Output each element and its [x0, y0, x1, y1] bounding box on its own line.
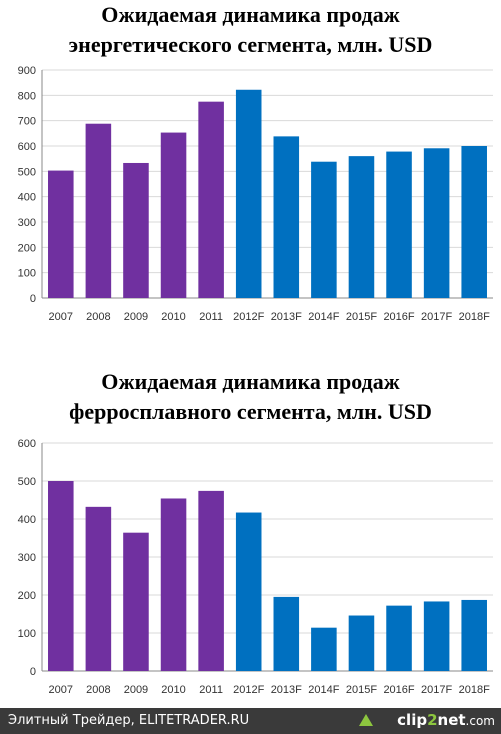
bar — [160, 498, 187, 671]
bar — [386, 151, 412, 298]
bar — [423, 148, 450, 298]
x-tick-label: 2008 — [86, 684, 110, 696]
x-tick-label: 2017F — [421, 311, 452, 323]
y-tick-label: 100 — [18, 268, 36, 280]
x-tick-label: 2010 — [161, 684, 185, 696]
y-tick-label: 500 — [18, 476, 36, 488]
bar — [386, 605, 412, 671]
x-tick-label: 2017F — [421, 684, 452, 696]
brand-tld: .com — [465, 714, 495, 728]
bar — [461, 599, 487, 671]
bar — [198, 490, 224, 671]
bar — [198, 101, 224, 298]
chart-title-line-2: ферросплавного сегмента, млн. USD — [69, 399, 432, 424]
y-tick-label: 400 — [18, 192, 36, 204]
y-tick-label: 0 — [30, 666, 36, 678]
bar — [348, 615, 375, 671]
bar — [48, 170, 74, 298]
chart-title-line-1: Ожидаемая динамика продаж — [101, 2, 400, 27]
bar — [423, 601, 450, 671]
bar — [273, 596, 300, 671]
x-tick-label: 2009 — [124, 311, 148, 323]
x-tick-label: 2013F — [271, 684, 302, 696]
y-tick-label: 200 — [18, 590, 36, 602]
x-tick-label: 2014F — [308, 311, 339, 323]
x-tick-label: 2015F — [346, 311, 377, 323]
bar — [311, 161, 337, 298]
x-tick-label: 2018F — [459, 684, 490, 696]
brand-accent: 2 — [427, 711, 438, 729]
brand-prefix: clip — [397, 711, 428, 729]
bar — [235, 512, 262, 671]
y-tick-label: 900 — [18, 65, 36, 77]
x-tick-label: 2013F — [271, 311, 302, 323]
x-tick-label: 2012F — [233, 684, 264, 696]
y-tick-label: 500 — [18, 166, 36, 178]
y-tick-label: 400 — [18, 514, 36, 526]
bar — [85, 506, 112, 671]
y-tick-label: 0 — [30, 293, 36, 305]
chart-title-line-2: энергетического сегмента, млн. USD — [68, 32, 433, 57]
bar — [348, 156, 375, 298]
bar — [160, 132, 187, 298]
bar — [48, 481, 74, 671]
x-tick-label: 2018F — [459, 311, 490, 323]
x-tick-label: 2014F — [308, 684, 339, 696]
x-tick-label: 2008 — [86, 311, 110, 323]
footer-credit: Элитный Трейдер, ELITETRADER.RU — [8, 713, 250, 728]
bar — [273, 136, 300, 298]
bar — [123, 162, 149, 298]
x-tick-label: 2011 — [199, 684, 223, 696]
y-tick-label: 600 — [18, 438, 36, 450]
bar — [123, 532, 149, 671]
x-tick-label: 2010 — [161, 311, 185, 323]
x-tick-label: 2016F — [383, 311, 414, 323]
x-tick-label: 2016F — [383, 684, 414, 696]
y-tick-label: 200 — [18, 242, 36, 254]
bar — [235, 89, 262, 298]
chart-title-line-1: Ожидаемая динамика продаж — [101, 369, 400, 394]
x-tick-label: 2007 — [49, 311, 73, 323]
x-tick-label: 2007 — [49, 684, 73, 696]
brand-suffix: net — [437, 711, 466, 729]
y-tick-label: 100 — [18, 628, 36, 640]
y-tick-label: 300 — [18, 552, 36, 564]
y-tick-label: 300 — [18, 217, 36, 229]
x-tick-label: 2012F — [233, 311, 264, 323]
bar — [461, 146, 487, 298]
x-tick-label: 2011 — [199, 311, 223, 323]
bar — [85, 123, 112, 298]
upload-arrow-icon — [359, 714, 373, 726]
brand-logo[interactable]: clip2net.com — [397, 711, 495, 729]
bar — [311, 627, 337, 671]
y-tick-label: 800 — [18, 90, 36, 102]
x-tick-label: 2015F — [346, 684, 377, 696]
ferroalloy-bar-chart: 0 100 200 300 400 500 600 2007 2008 2009 2010 2011 2… — [18, 438, 493, 696]
x-tick-label: 2009 — [124, 684, 148, 696]
y-tick-label: 700 — [18, 116, 36, 128]
y-tick-label: 600 — [18, 141, 36, 153]
energy-bar-chart: 0 100 200 300 400 500 600 700 800 900 2007 2008 2009… — [18, 65, 493, 323]
footer-bar: Элитный Трейдер, ELITETRADER.RU clip2net… — [0, 708, 501, 734]
